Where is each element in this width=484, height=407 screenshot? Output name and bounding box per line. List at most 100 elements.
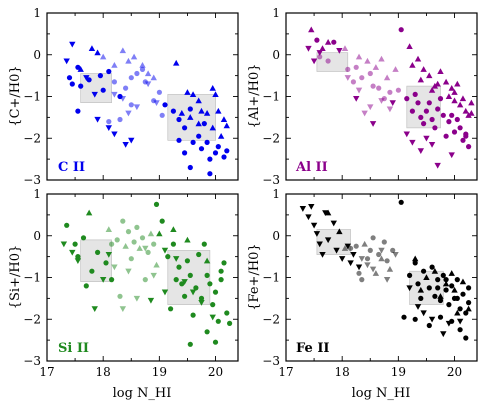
data-point-triangle-up: [428, 87, 436, 93]
data-point-triangle-up: [451, 97, 458, 104]
data-point-circle: [398, 27, 404, 33]
data-point-circle: [198, 295, 205, 301]
data-point-triangle-down: [91, 306, 98, 313]
data-point-circle: [196, 133, 202, 139]
y-tick-label: −3: [262, 354, 280, 368]
data-point-triangle-up: [412, 255, 419, 262]
data-point-triangle-up: [119, 47, 127, 54]
data-point-circle: [421, 121, 427, 127]
data-point-circle: [75, 254, 81, 260]
data-point-circle: [182, 125, 188, 131]
ion-label: Si II: [58, 341, 89, 356]
data-point-circle: [415, 100, 421, 106]
data-point-triangle-up: [153, 261, 160, 268]
data-point-triangle-up: [459, 95, 467, 102]
y-axis-label: {Si+/H0}: [8, 245, 23, 310]
data-point-triangle-down: [119, 96, 127, 102]
data-point-circle: [314, 37, 320, 43]
data-point-circle: [412, 316, 418, 322]
data-point-circle: [348, 245, 354, 251]
y-tick-label: −3: [23, 354, 41, 368]
data-point-circle: [384, 258, 390, 264]
data-point-triangle-up: [409, 61, 416, 68]
data-point-triangle-up: [324, 209, 332, 216]
data-point-triangle-down: [322, 210, 329, 216]
data-point-circle: [429, 264, 435, 270]
data-point-triangle-down: [333, 247, 340, 254]
data-point-triangle-down: [378, 247, 385, 254]
data-point-triangle-down: [316, 50, 323, 56]
data-point-circle: [457, 125, 463, 131]
data-point-triangle-up: [198, 107, 205, 114]
data-point-circle: [446, 302, 452, 308]
data-point-circle: [75, 64, 81, 70]
data-point-triangle-up: [372, 270, 380, 276]
data-point-circle: [435, 106, 441, 112]
data-point-circle: [176, 137, 182, 143]
data-point-triangle-up: [99, 53, 107, 60]
data-point-circle: [412, 260, 418, 266]
data-point-circle: [426, 285, 432, 291]
data-point-circle: [460, 291, 466, 297]
data-point-triangle-down: [83, 75, 90, 81]
data-point-triangle-down: [94, 116, 101, 123]
data-point-circle: [75, 108, 81, 114]
data-point-circle: [184, 258, 190, 264]
data-point-triangle-down: [161, 289, 169, 296]
data-point-triangle-down: [119, 306, 127, 313]
data-point-triangle-up: [378, 255, 385, 262]
data-point-triangle-down: [299, 206, 307, 212]
y-tick-label: 0: [33, 229, 41, 243]
data-point-circle: [390, 247, 396, 253]
data-point-circle: [376, 251, 382, 258]
data-point-circle: [156, 89, 162, 95]
y-tick-label: −2: [262, 131, 280, 145]
data-point-triangle-down: [434, 162, 441, 169]
data-point-triangle-up: [451, 89, 458, 95]
data-point-triangle-down: [383, 277, 391, 283]
ion-label: Fe II: [296, 341, 329, 356]
data-point-circle: [367, 247, 373, 253]
data-point-triangle-down: [428, 316, 436, 323]
data-point-triangle-down: [353, 96, 360, 102]
ion-label: C II: [58, 160, 85, 175]
y-tick-label: −1: [23, 90, 41, 104]
y-tick-label: 0: [272, 48, 280, 62]
data-point-circle: [114, 237, 120, 243]
data-point-circle: [168, 306, 174, 312]
data-point-circle: [193, 285, 199, 291]
data-point-triangle-up: [324, 39, 332, 45]
data-point-circle: [198, 146, 205, 152]
data-point-circle: [162, 102, 168, 108]
data-point-triangle-up: [417, 286, 425, 293]
data-point-circle: [212, 289, 219, 295]
data-point-triangle-up: [364, 57, 371, 64]
data-point-triangle-up: [220, 116, 228, 123]
data-point-circle: [449, 112, 455, 118]
panel-frame: [285, 12, 478, 181]
data-point-circle: [463, 131, 469, 137]
panel-c-ii: −3 −2 −1 0 1 C II {C+/H0}: [8, 6, 239, 187]
data-point-circle: [207, 171, 213, 177]
data-point-circle: [454, 116, 460, 123]
data-point-circle: [370, 83, 376, 89]
data-point-circle: [207, 156, 213, 162]
data-point-triangle-down: [122, 141, 129, 148]
panel-frame: [46, 193, 239, 362]
data-point-triangle-up: [144, 70, 152, 77]
data-point-circle: [429, 116, 435, 123]
data-point-circle: [212, 150, 219, 156]
data-point-triangle-up: [468, 99, 475, 106]
data-point-triangle-up: [203, 110, 211, 116]
data-point-triangle-up: [465, 112, 472, 118]
data-point-triangle-down: [330, 220, 337, 227]
data-point-triangle-up: [417, 76, 425, 83]
data-point-circle: [128, 75, 134, 81]
y-tick-label: −1: [262, 90, 280, 104]
data-point-triangle-up: [465, 305, 472, 312]
shaded-region: [406, 85, 441, 129]
data-point-circle: [142, 277, 148, 283]
y-tick-label: −2: [23, 131, 41, 145]
y-tick-label: 1: [33, 6, 41, 20]
data-point-circle: [426, 100, 432, 106]
